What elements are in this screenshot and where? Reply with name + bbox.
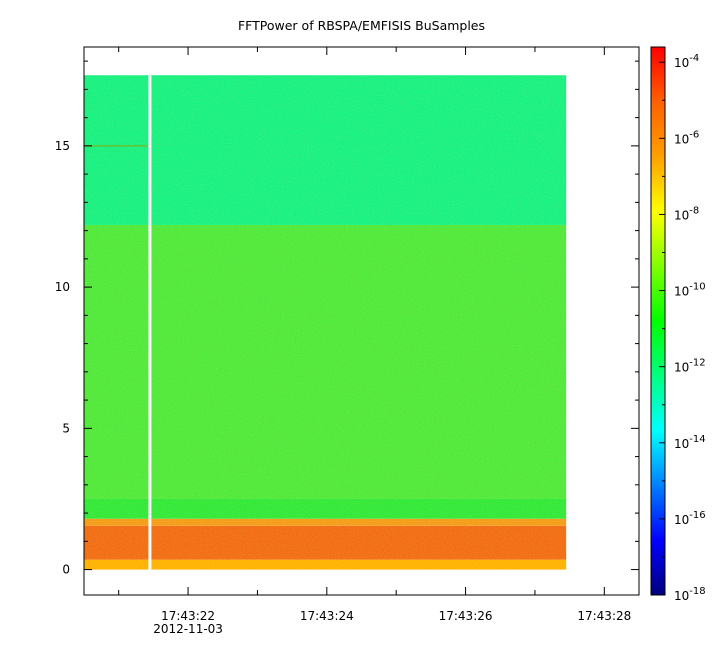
chart-title: FFTPower of RBSPA/EMFISIS BuSamples	[238, 18, 485, 33]
colorbar-tick-label: 10-12	[674, 358, 706, 375]
colorbar-tick-label: 10-16	[674, 510, 706, 527]
y-tick-label: 5	[62, 421, 70, 435]
plot-area	[83, 46, 640, 596]
plot-frame	[83, 46, 640, 596]
colorbar-tick-label: 10-10	[674, 282, 706, 299]
y-axis: 0 5 10 15	[55, 60, 639, 577]
colorbar-tick-label: 10-6	[674, 129, 699, 146]
colorbar-tick-label: 10-14	[674, 434, 706, 451]
y-tick-label: 0	[62, 563, 70, 577]
x-tick-label: 17:43:28	[577, 609, 631, 623]
y-tick-label: 10	[55, 280, 70, 294]
y-tick-label: 15	[55, 139, 70, 153]
x-tick-label: 17:43:24	[300, 609, 354, 623]
colorbar-gradient	[651, 47, 665, 595]
colorbar: 10-4 10-6 10-8 10-10 10-12 10-14 10-16 10-18	[650, 46, 706, 603]
data-gap	[148, 75, 152, 570]
x-date-label: 2012-11-03	[153, 622, 223, 636]
colorbar-tick-label: 10-8	[674, 205, 699, 222]
colorbar-tick-label: 10-4	[674, 53, 699, 70]
x-axis: 17:43:22 17:43:24 17:43:26 17:43:28 2012-11-…	[118, 47, 631, 636]
colorbar-tick-label: 10-18	[674, 586, 706, 603]
colorbar-frame	[650, 46, 666, 596]
spectrogram-texture	[84, 75, 567, 570]
x-tick-label: 17:43:22	[161, 609, 215, 623]
x-tick-label: 17:43:26	[439, 609, 493, 623]
